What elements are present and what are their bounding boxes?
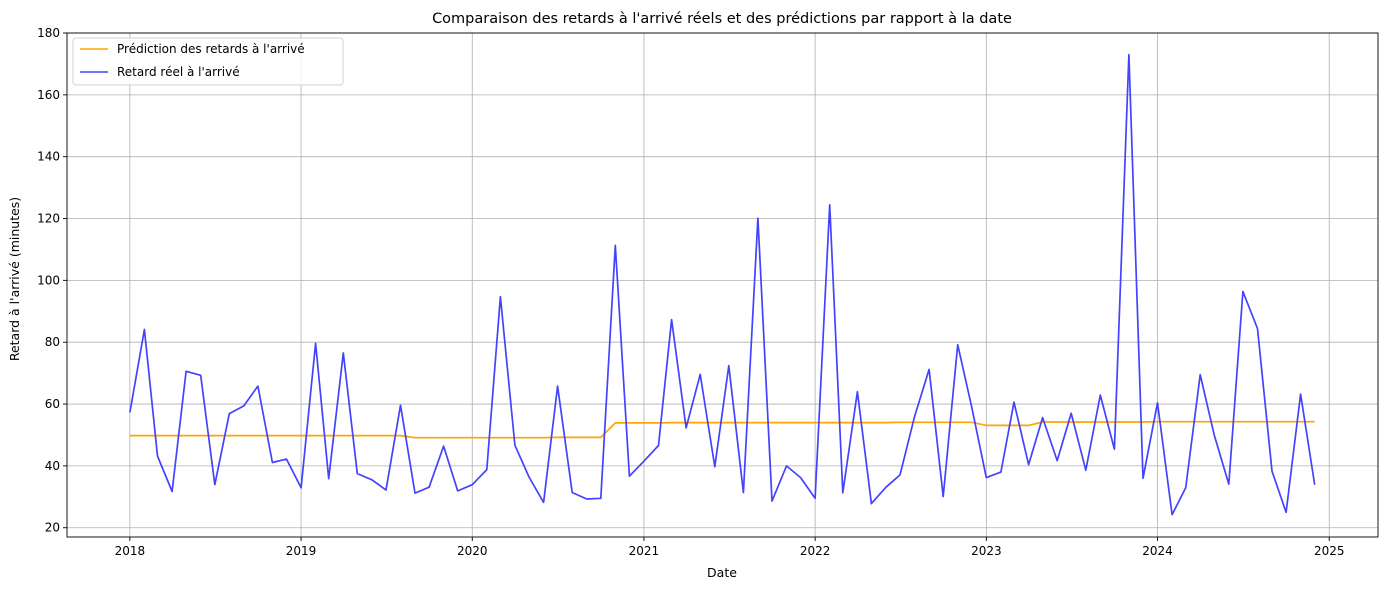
y-axis-label: Retard à l'arrivé (minutes)	[7, 197, 22, 361]
series-line-actual	[129, 53, 1316, 516]
x-tick-label: 2020	[457, 544, 488, 558]
x-tick-label: 2019	[286, 544, 317, 558]
grid	[67, 32, 1378, 537]
y-tick-label: 80	[45, 335, 60, 349]
series-lines	[129, 53, 1316, 516]
x-tick-label: 2023	[971, 544, 1002, 558]
y-tick-label: 40	[45, 459, 60, 473]
legend: Prédiction des retards à l'arrivé Retard…	[72, 37, 344, 86]
legend-label-actual: Retard réel à l'arrivé	[117, 65, 240, 79]
y-tick-label: 100	[37, 273, 60, 287]
series-line-prediction	[129, 420, 1315, 439]
x-tick-label: 2018	[115, 544, 146, 558]
chart-title: Comparaison des retards à l'arrivé réels…	[432, 11, 1012, 27]
y-tick-label: 120	[37, 212, 60, 226]
plot-frame	[66, 32, 1379, 538]
x-tick-label: 2025	[1314, 544, 1345, 558]
x-tick-label: 2022	[800, 544, 831, 558]
y-tick-label: 20	[45, 521, 60, 535]
y-tick-label: 160	[37, 88, 60, 102]
x-axis-label: Date	[707, 565, 737, 580]
x-tick-label: 2021	[629, 544, 660, 558]
y-tick-label: 140	[37, 150, 60, 164]
legend-box	[72, 37, 344, 86]
y-tick-label: 180	[37, 26, 60, 40]
legend-label-prediction: Prédiction des retards à l'arrivé	[117, 42, 305, 56]
x-tick-label: 2024	[1142, 544, 1173, 558]
y-tick-label: 60	[45, 397, 60, 411]
axis-ticks: 2018 2019 2020 2021 2022 2023 2024 2025 20 40 60 80…	[37, 26, 1344, 558]
